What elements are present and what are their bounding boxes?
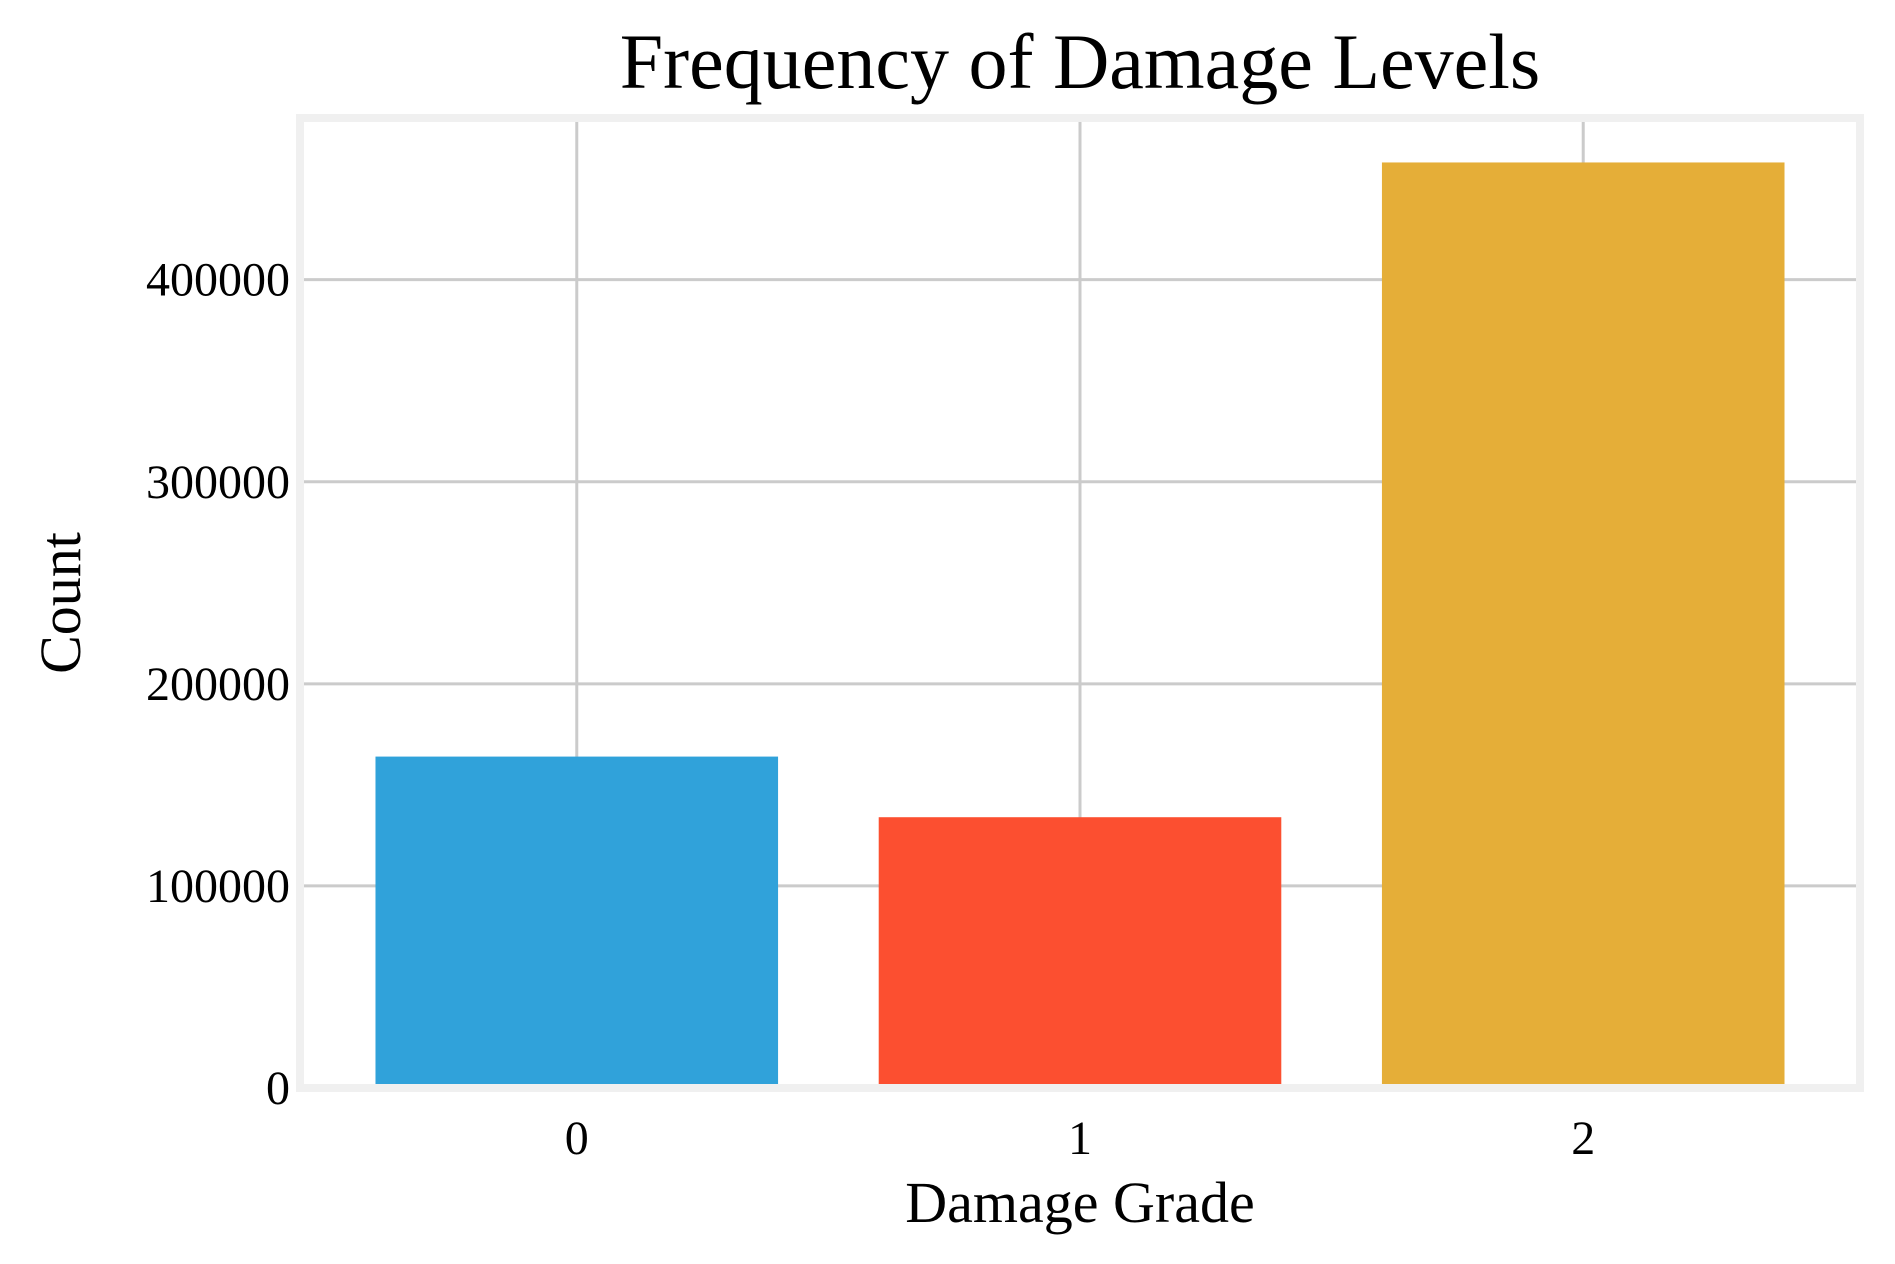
x-tick-label: 2 <box>1571 1112 1595 1165</box>
y-tick-label: 100000 <box>146 860 290 913</box>
y-tick-label: 200000 <box>146 658 290 711</box>
y-tick-label: 0 <box>266 1062 290 1115</box>
x-tick-label: 0 <box>565 1112 589 1165</box>
tick-labels: 0 100000 200000 300000 400000 0 1 2 <box>146 254 1595 1165</box>
y-tick-label: 300000 <box>146 456 290 509</box>
x-tick-label: 1 <box>1068 1112 1092 1165</box>
bar-1 <box>878 817 1282 1088</box>
y-tick-label: 400000 <box>146 254 290 307</box>
chart-title: Frequency of Damage Levels <box>620 18 1540 105</box>
bars <box>375 162 1785 1089</box>
bar-0 <box>375 756 779 1088</box>
x-axis-label: Damage Grade <box>905 1170 1254 1235</box>
plot-frame <box>296 114 1864 1092</box>
bar-2 <box>1381 162 1785 1089</box>
y-axis-label: Count <box>28 532 93 674</box>
